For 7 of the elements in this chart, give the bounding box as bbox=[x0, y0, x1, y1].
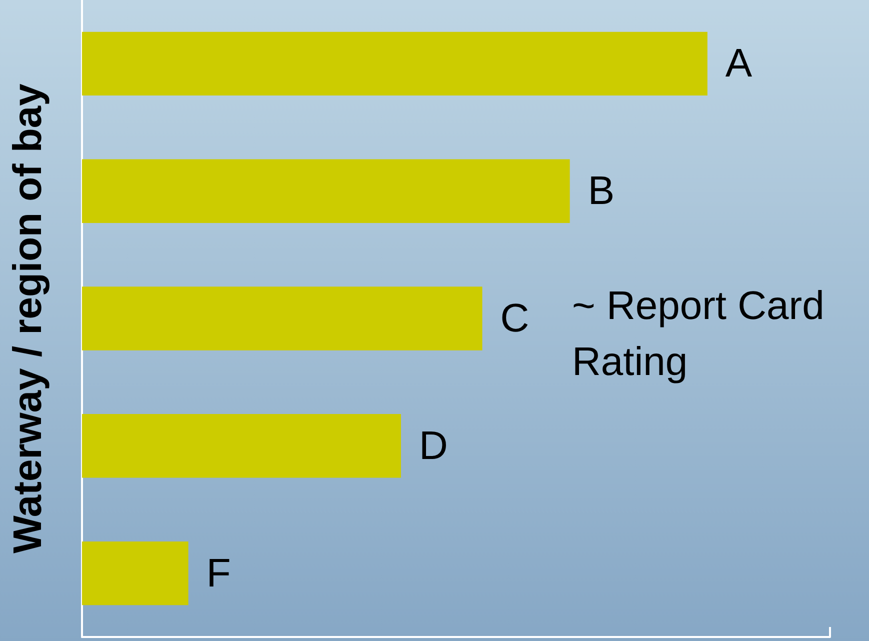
y-tick-label: A bbox=[725, 42, 752, 86]
y-axis-title: Waterway / region of bay bbox=[6, 82, 50, 554]
y-tick-label: B bbox=[588, 169, 615, 214]
y-tick-label: F bbox=[206, 551, 231, 596]
annotation: ~ Report Card Rating bbox=[572, 284, 836, 384]
y-tick-label: C bbox=[500, 296, 530, 340]
y-tick-label: D bbox=[418, 424, 448, 468]
